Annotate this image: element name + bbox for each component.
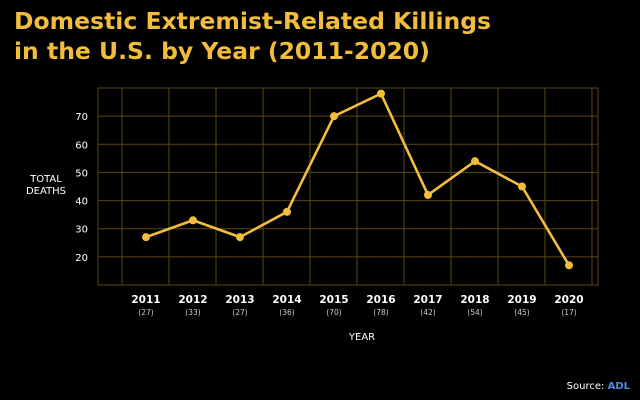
data-point-2016 xyxy=(377,89,385,98)
y-tick-label: 20 xyxy=(75,253,88,264)
x-tick-label: 2016 xyxy=(366,294,395,306)
source-brand: ADL xyxy=(607,381,630,392)
y-tick-label: 70 xyxy=(75,112,88,123)
data-point-2011 xyxy=(142,233,150,242)
x-tick-label: 2011 xyxy=(131,294,160,306)
y-tick-label: 50 xyxy=(75,168,88,179)
x-value-label: (27) xyxy=(138,308,153,317)
chart-title-line-2: in the U.S. by Year (2011-2020) xyxy=(14,37,430,65)
x-value-label: (70) xyxy=(326,308,341,317)
plot-frame xyxy=(97,87,599,286)
y-tick-label: 40 xyxy=(75,197,88,208)
data-point-2019 xyxy=(518,182,526,191)
y-tick-label: 60 xyxy=(75,140,88,151)
x-value-label: (27) xyxy=(232,308,247,317)
x-value-label: (78) xyxy=(373,308,388,317)
source-credit: Source: ADL xyxy=(567,381,630,392)
data-point-2014 xyxy=(283,207,291,216)
series-line xyxy=(145,92,571,266)
x-value-label: (36) xyxy=(279,308,294,317)
series-points xyxy=(142,89,573,270)
x-tick-label: 2012 xyxy=(178,294,207,306)
x-axis-label: YEAR xyxy=(348,332,375,343)
y-axis-label-line-1: TOTAL xyxy=(29,174,62,185)
x-tick-label: 2019 xyxy=(507,294,536,306)
y-axis-label-line-2: DEATHS xyxy=(26,186,66,197)
x-axis-ticks: 2011 (27) 2012 (33) 2013 (27) 2014 (36) 2015 (70)… xyxy=(131,294,583,317)
data-point-2020 xyxy=(565,261,573,270)
x-value-label: (45) xyxy=(514,308,529,317)
data-point-2012 xyxy=(189,216,197,225)
data-point-2017 xyxy=(424,190,432,199)
y-axis-ticks: 20 30 40 50 60 70 xyxy=(75,112,88,264)
y-tick-label: 30 xyxy=(75,225,88,236)
x-value-label: (17) xyxy=(561,308,576,317)
x-value-label: (42) xyxy=(420,308,435,317)
data-point-2015 xyxy=(330,112,338,121)
x-tick-label: 2018 xyxy=(460,294,489,306)
x-tick-label: 2013 xyxy=(225,294,254,306)
source-label: Source: xyxy=(566,381,605,392)
chart-title: Domestic Extremist-Related Killings in t… xyxy=(14,6,614,66)
chart-title-line-1: Domestic Extremist-Related Killings xyxy=(14,7,492,35)
data-point-2013 xyxy=(236,233,244,242)
x-value-label: (33) xyxy=(185,308,200,317)
x-value-label: (54) xyxy=(467,308,482,317)
x-tick-label: 2017 xyxy=(413,294,442,306)
x-tick-label: 2015 xyxy=(319,294,348,306)
chart-grid xyxy=(97,87,599,286)
x-tick-label: 2020 xyxy=(554,294,583,306)
data-point-2018 xyxy=(471,157,479,166)
x-tick-label: 2014 xyxy=(272,294,301,306)
